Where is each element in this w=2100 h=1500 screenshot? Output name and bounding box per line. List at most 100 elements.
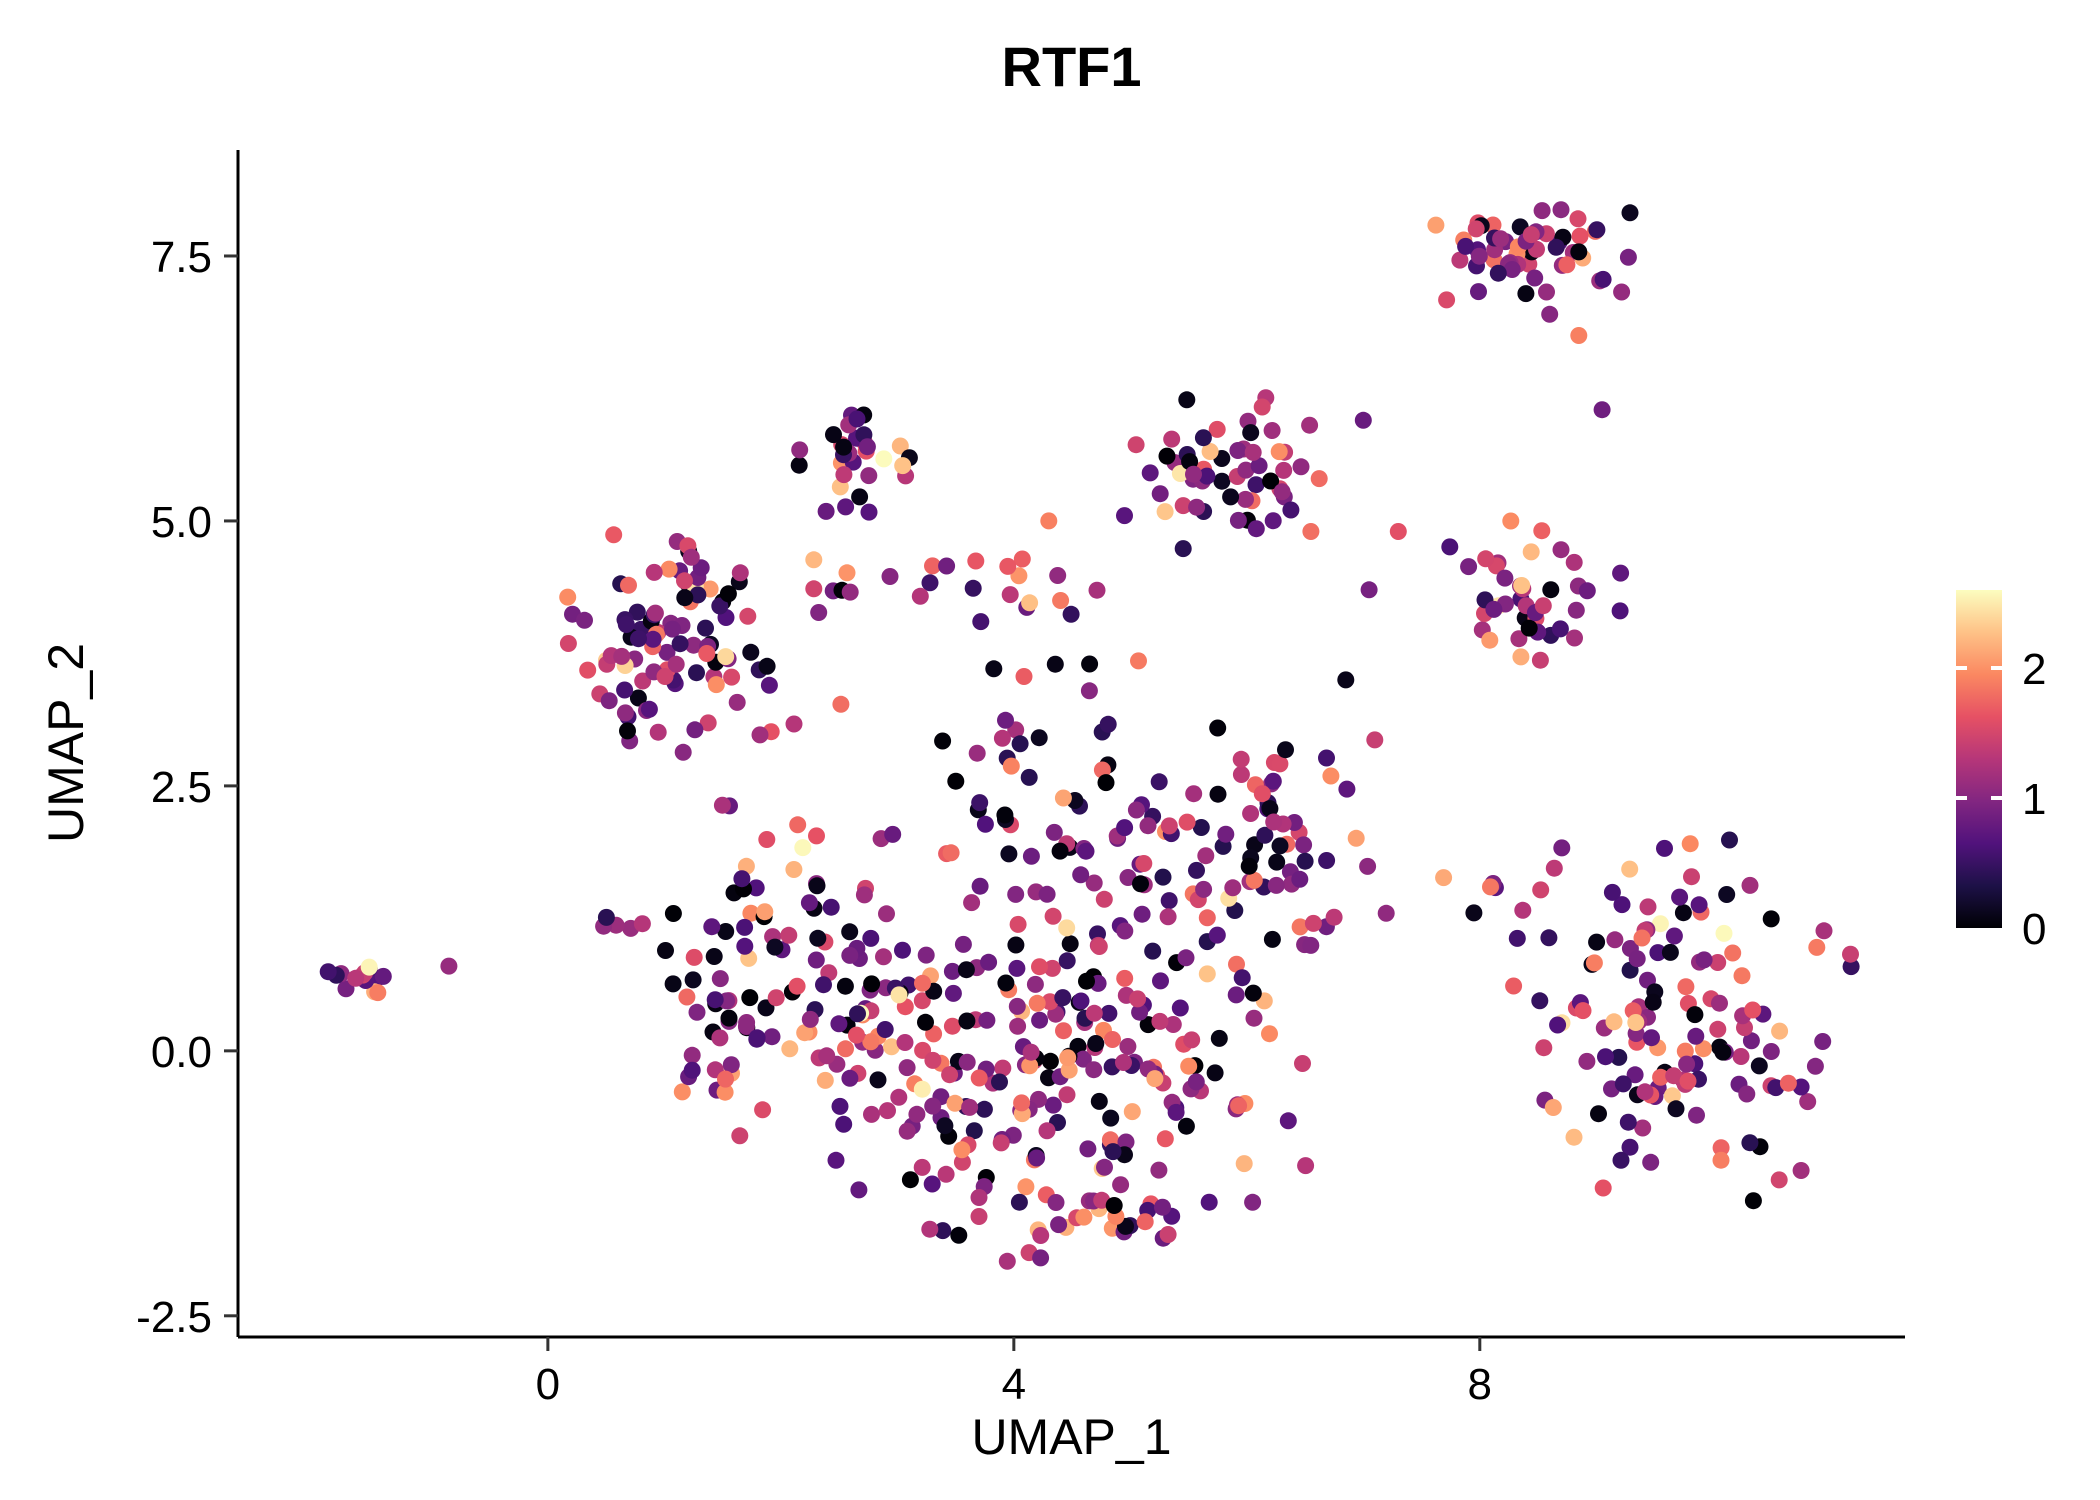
data-point <box>1209 785 1227 803</box>
data-point <box>1594 1179 1612 1197</box>
data-point <box>576 611 593 629</box>
data-point <box>1502 512 1520 530</box>
x-tick-label: 0 <box>536 1360 560 1409</box>
data-point <box>688 1003 706 1021</box>
x-tick-label: 4 <box>1002 1360 1026 1409</box>
data-point <box>1261 1025 1278 1043</box>
data-point <box>1022 1043 1040 1061</box>
data-point <box>1095 890 1113 908</box>
data-point <box>742 643 760 661</box>
data-point <box>1741 1134 1759 1152</box>
data-point <box>898 1122 916 1140</box>
data-point <box>830 1015 848 1033</box>
data-point <box>807 951 825 969</box>
data-point <box>1522 226 1540 244</box>
data-point <box>678 988 696 1006</box>
data-point <box>1552 201 1570 219</box>
data-point <box>1217 825 1235 843</box>
data-point <box>1077 842 1095 860</box>
data-point <box>1270 443 1288 461</box>
data-point <box>1275 461 1293 479</box>
data-point <box>360 958 378 976</box>
data-point <box>1460 558 1478 576</box>
data-point <box>1686 1006 1704 1024</box>
data-point <box>1045 823 1063 841</box>
data-point <box>1011 735 1029 753</box>
data-point <box>706 991 724 1009</box>
data-point <box>837 1040 854 1058</box>
data-point <box>1389 523 1407 540</box>
data-point <box>1198 467 1216 485</box>
colorbar-gradient <box>1956 590 2002 928</box>
data-point <box>1200 1193 1218 1211</box>
data-point <box>917 1013 934 1031</box>
data-point <box>875 450 893 468</box>
data-point <box>699 714 717 732</box>
data-point <box>1030 729 1048 747</box>
y-axis-title: UMAP_2 <box>38 642 94 844</box>
colorbar-tick-label: 1 <box>2022 775 2046 824</box>
data-point <box>781 1040 799 1058</box>
data-point <box>736 937 754 955</box>
data-point <box>957 961 975 979</box>
data-point <box>780 926 798 944</box>
data-point <box>739 607 757 625</box>
data-point <box>1651 915 1669 933</box>
data-point <box>1127 801 1145 819</box>
data-point <box>673 1083 691 1101</box>
data-point <box>1510 630 1528 648</box>
data-point <box>809 929 827 947</box>
data-point <box>1055 1022 1072 1040</box>
data-point <box>1150 1161 1168 1179</box>
data-point <box>838 564 856 582</box>
data-point <box>1683 868 1700 886</box>
data-point <box>731 564 749 582</box>
data-point <box>805 551 823 569</box>
data-point <box>667 655 685 673</box>
data-point <box>788 977 806 995</box>
data-point <box>684 971 702 989</box>
data-point <box>1302 523 1320 540</box>
data-point <box>1492 230 1510 248</box>
data-point <box>1665 1067 1683 1085</box>
data-point <box>832 695 850 713</box>
data-point <box>1047 1194 1065 1211</box>
data-point <box>1621 860 1639 878</box>
data-point <box>794 839 812 857</box>
data-point <box>1129 990 1147 1008</box>
data-point <box>1028 994 1046 1012</box>
data-point <box>947 772 965 790</box>
data-point <box>827 1151 845 1169</box>
data-point <box>816 1071 834 1089</box>
data-point <box>1001 586 1019 604</box>
data-point <box>1544 1099 1562 1116</box>
data-point <box>1481 631 1499 649</box>
data-point <box>1514 901 1532 919</box>
data-point <box>841 946 859 964</box>
data-point <box>938 557 956 575</box>
data-point <box>1151 1012 1169 1030</box>
data-point <box>1072 866 1090 884</box>
data-point <box>785 715 803 733</box>
data-point <box>1714 1043 1732 1061</box>
data-point <box>1177 949 1195 967</box>
data-point <box>758 831 776 848</box>
data-point <box>1261 800 1279 818</box>
data-point <box>1304 914 1322 932</box>
data-point <box>837 498 855 516</box>
data-point <box>1569 210 1587 228</box>
data-point <box>720 1009 738 1027</box>
colorbar: 0 1 2 <box>1956 590 2046 954</box>
data-point <box>1230 1097 1248 1115</box>
data-point <box>913 1080 931 1098</box>
data-point <box>1531 651 1549 669</box>
data-point <box>711 597 729 615</box>
data-point <box>1267 876 1285 894</box>
data-point <box>954 935 972 953</box>
data-point <box>994 1059 1012 1077</box>
data-point <box>1667 1100 1685 1118</box>
data-point <box>1209 719 1227 737</box>
data-point <box>685 948 703 966</box>
data-point <box>1021 594 1039 612</box>
data-point <box>1665 927 1683 945</box>
